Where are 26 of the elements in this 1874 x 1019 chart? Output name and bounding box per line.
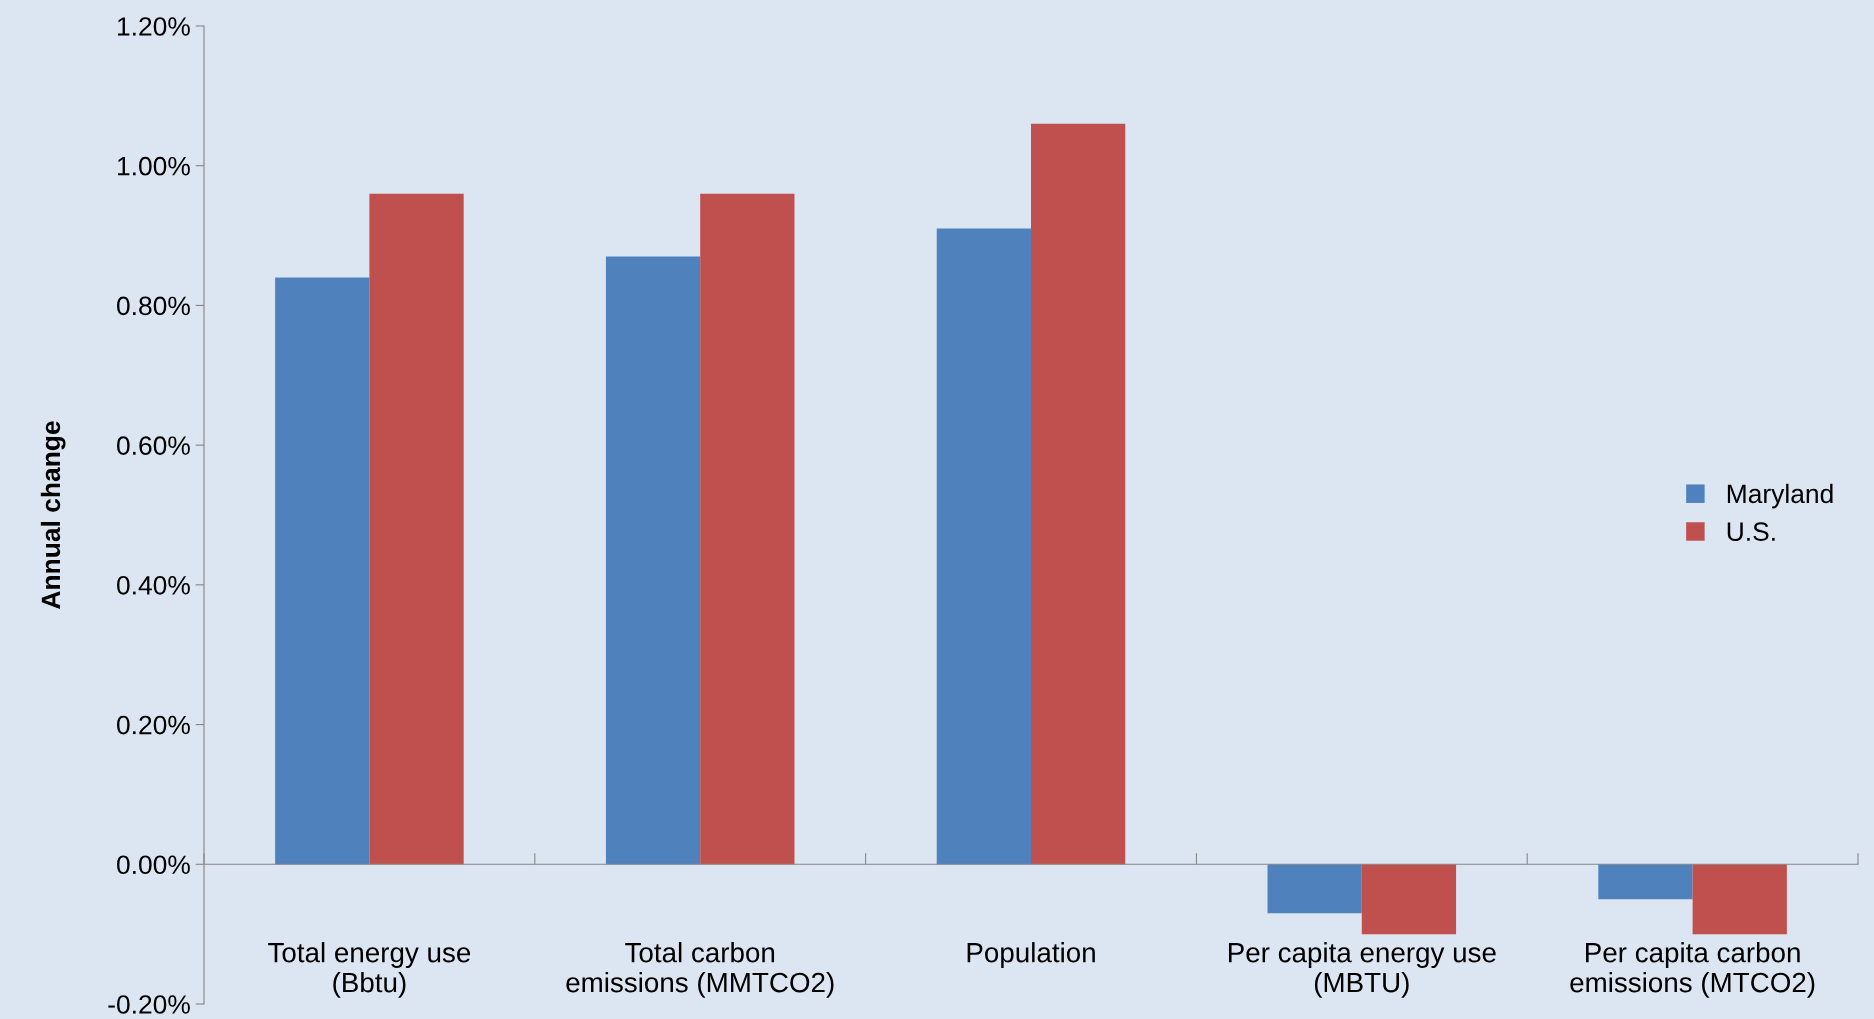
bar (275, 277, 370, 865)
bar (1031, 123, 1126, 865)
x-tick-label: Total energy use (Bbtu) (268, 942, 471, 998)
x-tick-label: Per capita energy use (MBTU) (1228, 942, 1496, 998)
bar (700, 193, 795, 865)
y-tick-label: 0.60% (117, 436, 190, 455)
y-tick-label: -0.20% (108, 995, 190, 1014)
bar (1361, 864, 1457, 935)
bar (369, 193, 464, 865)
y-tick-label: 1.00% (118, 156, 190, 176)
y-tick-label: 1.20% (118, 17, 190, 36)
bar (1598, 864, 1693, 900)
x-tick-label: Population (967, 942, 1095, 968)
bar (1692, 864, 1787, 935)
y-tick-label: 0.20% (117, 715, 190, 735)
x-tick-label: Per capita carbon emissions (MTCO2) (1570, 942, 1815, 998)
y-axis-title: Annual change (40, 421, 66, 609)
legend-label: U.S. (1727, 522, 1775, 541)
y-tick-label: 0.80% (117, 296, 190, 316)
x-tick-label: Total carbon emissions (MMTCO2) (566, 942, 834, 998)
bar (605, 256, 701, 865)
bar (1267, 864, 1362, 914)
bar (936, 228, 1031, 865)
legend-label: Maryland (1727, 483, 1833, 509)
y-tick-label: 0.00% (117, 855, 190, 875)
y-tick-label: 0.40% (117, 575, 190, 595)
